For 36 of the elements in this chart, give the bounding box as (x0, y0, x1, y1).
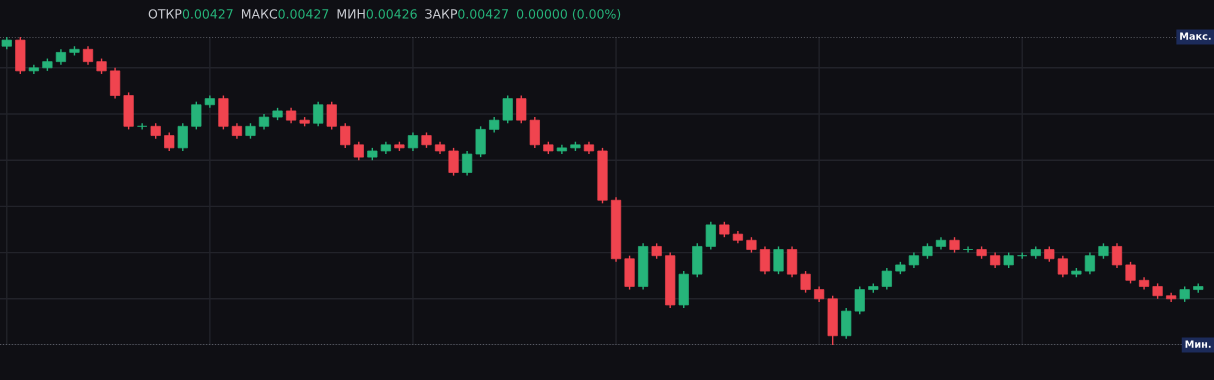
candlestick (313, 100, 324, 128)
candlestick (340, 122, 351, 149)
text: МАКС (241, 9, 278, 19)
candlestick (962, 245, 974, 254)
candlestick (516, 94, 527, 124)
candlestick (1084, 251, 1095, 275)
text: 0.00427 (458, 9, 508, 19)
candlestick (800, 270, 811, 294)
text: 0.00426 (366, 9, 417, 19)
candlestick (137, 122, 148, 131)
candlestick (448, 147, 459, 177)
candlestick (1125, 261, 1136, 285)
text: 0.00427 (278, 9, 329, 19)
text: ЗАКР (425, 9, 458, 19)
candlestick (773, 245, 784, 275)
text: ОТКР (148, 9, 182, 19)
candlestick (326, 100, 337, 131)
candlestick (191, 100, 202, 131)
candlestick (1111, 242, 1123, 269)
candlestick (759, 245, 771, 275)
candlestick (881, 267, 892, 291)
candlestick (164, 131, 175, 152)
text: 0.00427 (182, 9, 233, 19)
ref-line-label: Макс. (1180, 32, 1211, 40)
candlestick (1057, 254, 1068, 278)
ref-line-label: Мин. (1185, 340, 1211, 348)
candlestick (502, 94, 513, 124)
candlestick (705, 221, 716, 251)
candlestick (82, 45, 94, 66)
candlestick (462, 150, 473, 177)
candlestick (407, 131, 419, 152)
text: МИН (337, 9, 365, 19)
text: 0.00000 (0.00%) (516, 8, 621, 21)
candlestick (854, 285, 865, 315)
candlestick (177, 122, 188, 152)
candlestick (353, 141, 364, 161)
